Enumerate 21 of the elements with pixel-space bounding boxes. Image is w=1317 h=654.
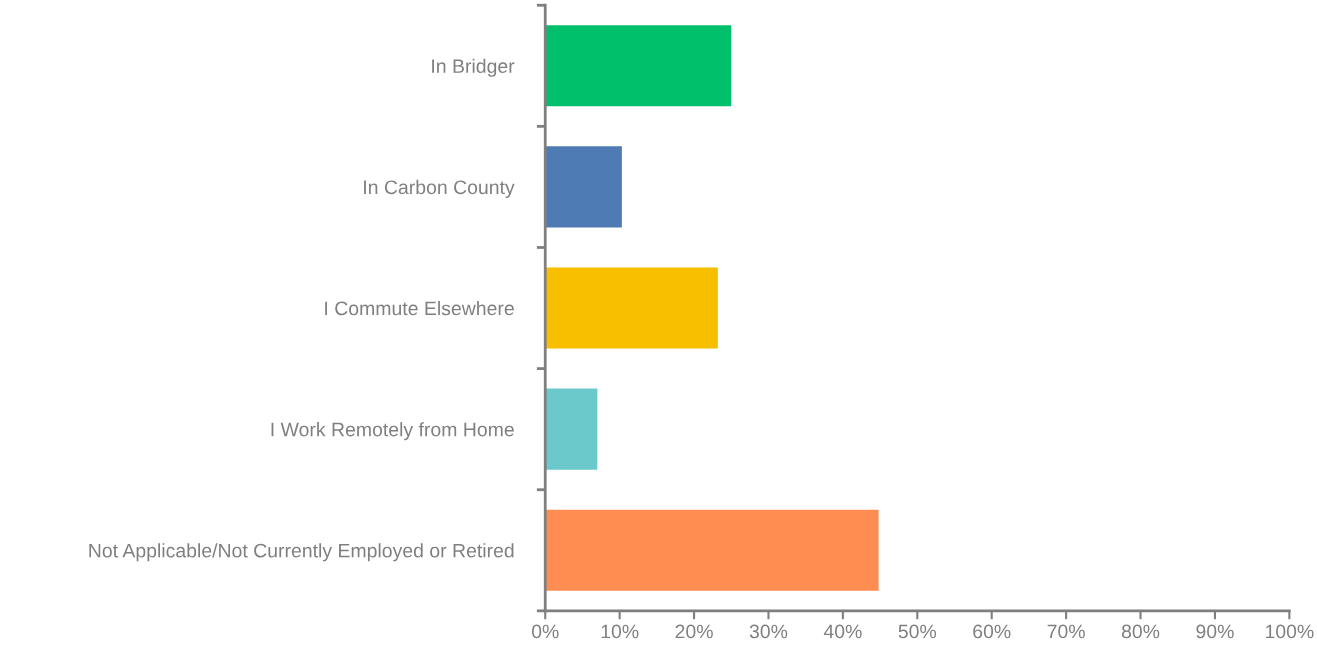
bar xyxy=(545,267,718,349)
x-tick-label: 90% xyxy=(1196,624,1234,639)
y-tick-label: I Work Remotely from Home xyxy=(271,422,514,441)
bar xyxy=(545,509,879,591)
x-tick-label: 70% xyxy=(1047,624,1085,639)
x-tick-label: 100% xyxy=(1265,624,1314,639)
bar xyxy=(545,25,732,107)
x-tick-label: 20% xyxy=(675,624,713,639)
x-tick-label: 50% xyxy=(898,624,937,639)
y-tick-label: I Commute Elsewhere xyxy=(325,300,514,316)
y-tick-label: In Bridger xyxy=(432,58,515,77)
y-tick-label: In Carbon County xyxy=(364,179,515,198)
x-tick-label: 0% xyxy=(531,624,559,639)
bar xyxy=(545,388,598,470)
x-tick-label: 10% xyxy=(601,624,639,639)
x-tick-label: 40% xyxy=(823,624,862,639)
x-tick-label: 80% xyxy=(1121,624,1160,639)
y-tick-label: Not Applicable/Not Currently Employed or Retired xyxy=(89,543,514,562)
x-tick-label: 30% xyxy=(749,624,788,639)
bar xyxy=(545,146,622,228)
x-tick-label: 60% xyxy=(973,624,1011,639)
